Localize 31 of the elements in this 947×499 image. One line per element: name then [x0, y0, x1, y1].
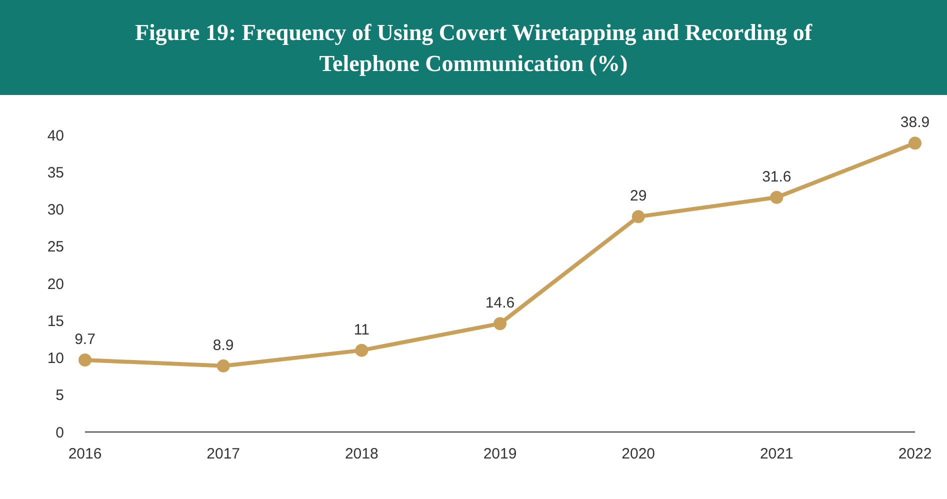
- x-tick-label: 2020: [622, 446, 656, 463]
- y-tick-label: 25: [47, 238, 64, 256]
- data-label: 29: [630, 188, 647, 205]
- x-tick-label: 2019: [483, 446, 517, 463]
- chart-title: Figure 19: Frequency of Using Covert Wiretapping and Recording of Telephone Communication (%): [134, 18, 814, 78]
- y-tick-label: 5: [56, 387, 64, 404]
- x-tick-label: 2016: [68, 446, 102, 463]
- y-tick-label: 30: [47, 202, 64, 219]
- x-tick-label: 2021: [760, 446, 794, 463]
- y-tick-label: 20: [47, 276, 64, 293]
- x-tick-label: 2022: [898, 446, 932, 463]
- point: [632, 210, 645, 224]
- data-label: 9.7: [74, 330, 96, 348]
- y-tick-label: 40: [47, 127, 64, 144]
- y-tick-label: 15: [47, 312, 64, 330]
- point: [494, 317, 506, 330]
- x-tick-label: 2018: [344, 446, 378, 463]
- data-label: 38.9: [900, 114, 930, 132]
- point: [908, 136, 922, 150]
- y-tick-label: 10: [47, 350, 64, 368]
- y-tick-label: 0: [56, 424, 64, 442]
- point: [770, 190, 784, 204]
- x-tick-label: 2017: [206, 446, 240, 463]
- y-tick-label: 35: [47, 164, 64, 182]
- point: [78, 353, 92, 366]
- data-label: 31.6: [762, 168, 792, 186]
- point: [355, 344, 368, 357]
- data-label: 14.6: [485, 294, 515, 312]
- data-label: 11: [354, 321, 370, 338]
- data-label: 8.9: [212, 336, 234, 354]
- point: [216, 359, 230, 372]
